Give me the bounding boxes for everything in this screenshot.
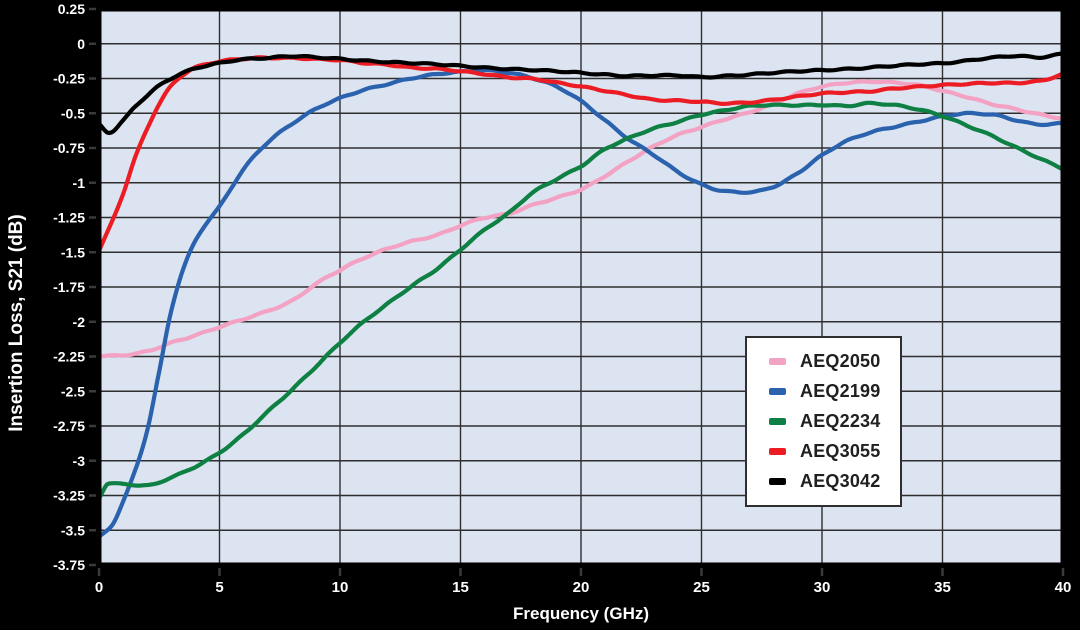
x-tick-label: 30 [814,579,831,596]
legend-label: AEQ3042 [800,471,881,492]
x-tick-label: 10 [332,579,349,596]
series-lines [97,51,1065,540]
y-tick-label: -1.5 [61,244,85,260]
x-tick-label: 15 [452,579,469,596]
legend-swatch-aeq3042 [769,478,786,486]
legend-label: AEQ3055 [800,441,881,462]
x-tick-label: 35 [934,579,951,596]
y-tick-label: -0.75 [53,140,85,156]
x-tick-label: 20 [573,579,590,596]
x-tick-label: 40 [1055,579,1072,596]
x-tick-label: 25 [693,579,710,596]
x-axis-title: Frequency (GHz) [512,604,650,623]
series-line-aeq2050 [97,79,1065,359]
y-tick-label: -0.5 [61,105,85,121]
legend-swatch-aeq2234 [769,418,786,425]
legend-swatch-aeq2050 [769,357,786,365]
series-line-aeq3042 [97,51,1065,136]
y-axis-title: Insertion Loss, S21 (dB) [6,214,27,432]
plot-border [96,6,1066,568]
y-tick-label: -0.25 [53,71,85,87]
gridlines [98,8,1064,566]
legend-item-aeq3055: AEQ3055 [769,437,894,467]
y-tick-label: -1.25 [53,210,85,226]
legend-item-aeq3042: AEQ3042 [769,467,894,497]
legend-label: AEQ2050 [800,350,881,371]
y-tick-label: 0 [77,36,85,52]
x-tick-label: 0 [95,579,103,596]
legend-item-aeq2234: AEQ2234 [769,406,894,436]
y-tick-label: -2 [73,314,86,330]
y-tick-label: -1.75 [53,279,85,295]
legend-label: AEQ2234 [800,411,881,431]
y-tick-label: -2.75 [53,418,85,434]
y-tick-label: -3.25 [53,488,85,504]
x-tick-label: 5 [215,579,223,596]
y-tick-label: -1 [73,175,86,191]
legend: AEQ2050 AEQ2199 AEQ2234 AEQ3055 AEQ3042 [745,336,902,507]
series-line-aeq2234 [97,100,1065,501]
legend-item-aeq2199: AEQ2199 [769,376,894,406]
y-tick-label: -3.5 [61,522,85,538]
y-tick-label: 0.25 [58,1,85,17]
legend-swatch-aeq3055 [769,448,786,456]
legend-item-aeq2050: AEQ2050 [769,346,894,376]
y-tick-label: -2.5 [61,383,85,399]
legend-swatch-aeq2199 [769,387,786,395]
legend-label: AEQ2199 [800,380,881,401]
series-line-aeq2199 [97,67,1065,540]
y-tick-label: -2.25 [53,349,85,365]
axis-ticks [89,7,1065,576]
y-tick-label: -3 [73,453,86,469]
y-tick-label: -3.75 [53,557,85,573]
